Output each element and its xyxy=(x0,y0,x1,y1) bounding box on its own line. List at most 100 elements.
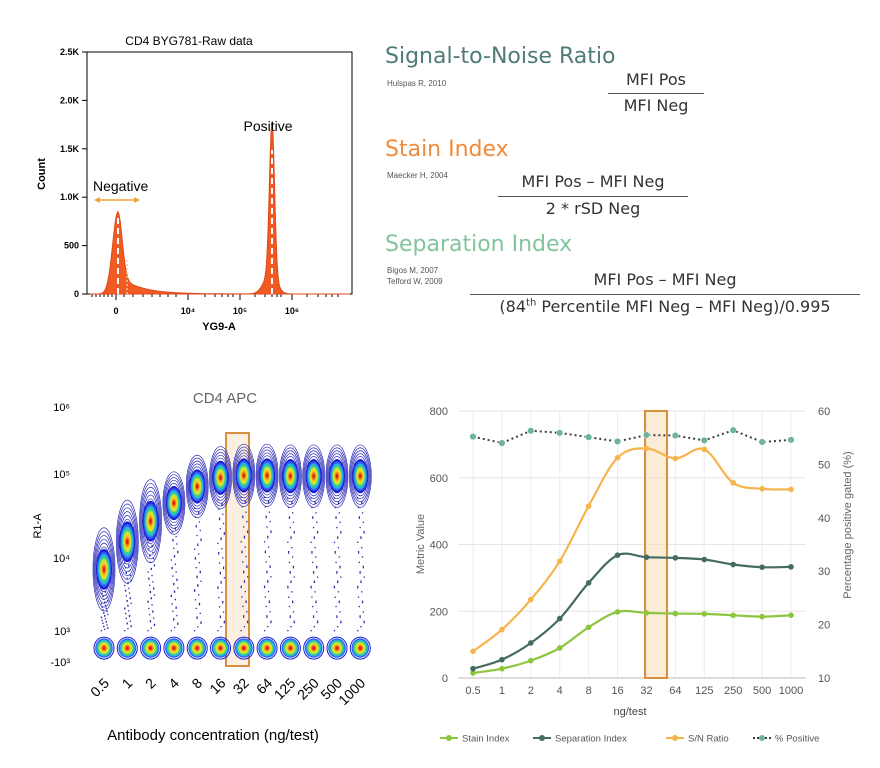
contour-event-dot xyxy=(314,591,316,593)
contour-event-dot xyxy=(362,565,364,568)
series-point xyxy=(585,580,592,586)
contour-event-dot xyxy=(361,600,364,602)
contour-event-dot xyxy=(288,506,290,509)
line-y2tick-label: 30 xyxy=(818,566,830,578)
contour-event-dot xyxy=(199,529,201,532)
contour-positive-ring xyxy=(93,531,115,608)
contour-event-dot xyxy=(310,630,312,632)
contour-event-dot xyxy=(361,512,364,514)
contour-positive-ring xyxy=(164,477,184,529)
contour-positive-ring xyxy=(351,453,369,500)
legend-label: S/N Ratio xyxy=(688,734,729,745)
contour-event-dot xyxy=(243,572,245,574)
contour-event-dot xyxy=(359,615,361,617)
contour-positive-ring xyxy=(92,527,116,612)
contour-event-dot xyxy=(247,531,249,534)
contour-event-dot xyxy=(316,576,319,578)
series-point xyxy=(528,640,534,646)
contour-event-dot xyxy=(176,578,178,580)
series-point xyxy=(787,436,795,444)
contour-event-dot xyxy=(267,535,269,538)
formula-separation-citation-1: Bigos M, 2007 xyxy=(387,266,439,275)
contour-event-dot xyxy=(198,604,201,606)
contour-event-dot xyxy=(264,551,266,554)
contour-event-dot xyxy=(128,564,130,566)
series-point xyxy=(499,665,505,672)
contour-event-dot xyxy=(243,616,245,618)
series-point xyxy=(470,670,476,676)
contour-event-dot xyxy=(359,526,361,529)
contour-event-dot xyxy=(176,615,178,617)
contour-event-dot xyxy=(338,556,340,558)
contour-event-dot xyxy=(290,580,292,582)
contour-event-dot xyxy=(361,556,364,558)
contour-event-dot xyxy=(292,565,295,568)
contour-event-dot xyxy=(339,567,341,569)
contour-event-dot xyxy=(314,502,316,505)
contour-event-dot xyxy=(175,606,177,608)
formula-stain-numerator: MFI Pos – MFI Neg xyxy=(521,172,665,191)
contour-event-dot xyxy=(288,596,290,598)
series-point xyxy=(701,611,708,617)
legend-label: % Positive xyxy=(775,734,819,745)
contour-event-dot xyxy=(264,550,266,552)
contour-event-dot xyxy=(196,575,198,577)
contour-event-dot xyxy=(288,552,290,554)
series-point xyxy=(788,486,794,493)
contour-title: CD4 APC xyxy=(193,390,257,407)
contour-positive-population xyxy=(335,473,339,479)
contour-event-dot xyxy=(267,546,270,548)
contour-event-dot xyxy=(221,503,223,505)
contour-event-dot xyxy=(357,497,359,499)
contour-event-dot xyxy=(337,547,340,549)
contour-event-dot xyxy=(337,625,339,628)
contour-positive-ring xyxy=(304,450,324,502)
contour-event-dot xyxy=(357,585,359,588)
contour-event-dot xyxy=(149,621,152,623)
contour-event-dot xyxy=(170,594,172,596)
formula-snr-denominator: MFI Neg xyxy=(623,96,689,115)
contour-negative-population xyxy=(140,636,162,660)
contour-event-dot xyxy=(288,517,291,519)
contour-event-dot xyxy=(336,572,338,574)
contour-positive-ring xyxy=(118,511,136,573)
contour-event-dot xyxy=(194,590,196,592)
contour-event-dot xyxy=(357,587,359,589)
contour-event-dot xyxy=(172,610,174,613)
contour-event-dot xyxy=(244,546,246,548)
contour-event-dot xyxy=(315,600,317,602)
contour-event-dot xyxy=(219,573,221,575)
contour-event-dot xyxy=(267,502,270,504)
contour-event-dot xyxy=(171,566,173,569)
contour-event-dot xyxy=(173,591,176,593)
contour-ytick-label: -10³ xyxy=(50,657,70,669)
contour-event-dot xyxy=(153,617,155,619)
series-point xyxy=(585,624,592,631)
contour-event-dot xyxy=(241,596,243,598)
contour-positive-ring xyxy=(141,486,161,556)
contour-negative-population xyxy=(218,646,223,650)
contour-event-dot xyxy=(247,530,249,532)
contour-event-dot xyxy=(267,581,269,583)
contour-event-dot xyxy=(289,615,291,617)
contour-event-dot xyxy=(287,541,289,543)
contour-event-dot xyxy=(171,567,173,570)
contour-event-dot xyxy=(173,555,176,557)
contour-event-dot xyxy=(219,616,221,619)
line-xtick-label: 500 xyxy=(753,685,771,697)
contour-event-dot xyxy=(266,615,268,617)
series-point xyxy=(585,433,593,441)
series-point xyxy=(499,656,505,663)
contour-event-dot xyxy=(130,625,132,627)
contour-event-dot xyxy=(107,600,109,602)
contour-positive-ring xyxy=(326,447,348,505)
contour-event-dot xyxy=(264,596,266,598)
contour-event-dot xyxy=(312,571,315,573)
contour-event-dot xyxy=(175,607,177,609)
contour-event-dot xyxy=(222,602,224,604)
contour-event-dot xyxy=(315,512,317,514)
contour-positive-ring xyxy=(234,449,254,502)
contour-event-dot xyxy=(104,615,106,617)
contour-negative-population xyxy=(195,646,199,650)
contour-event-dot xyxy=(195,526,197,528)
